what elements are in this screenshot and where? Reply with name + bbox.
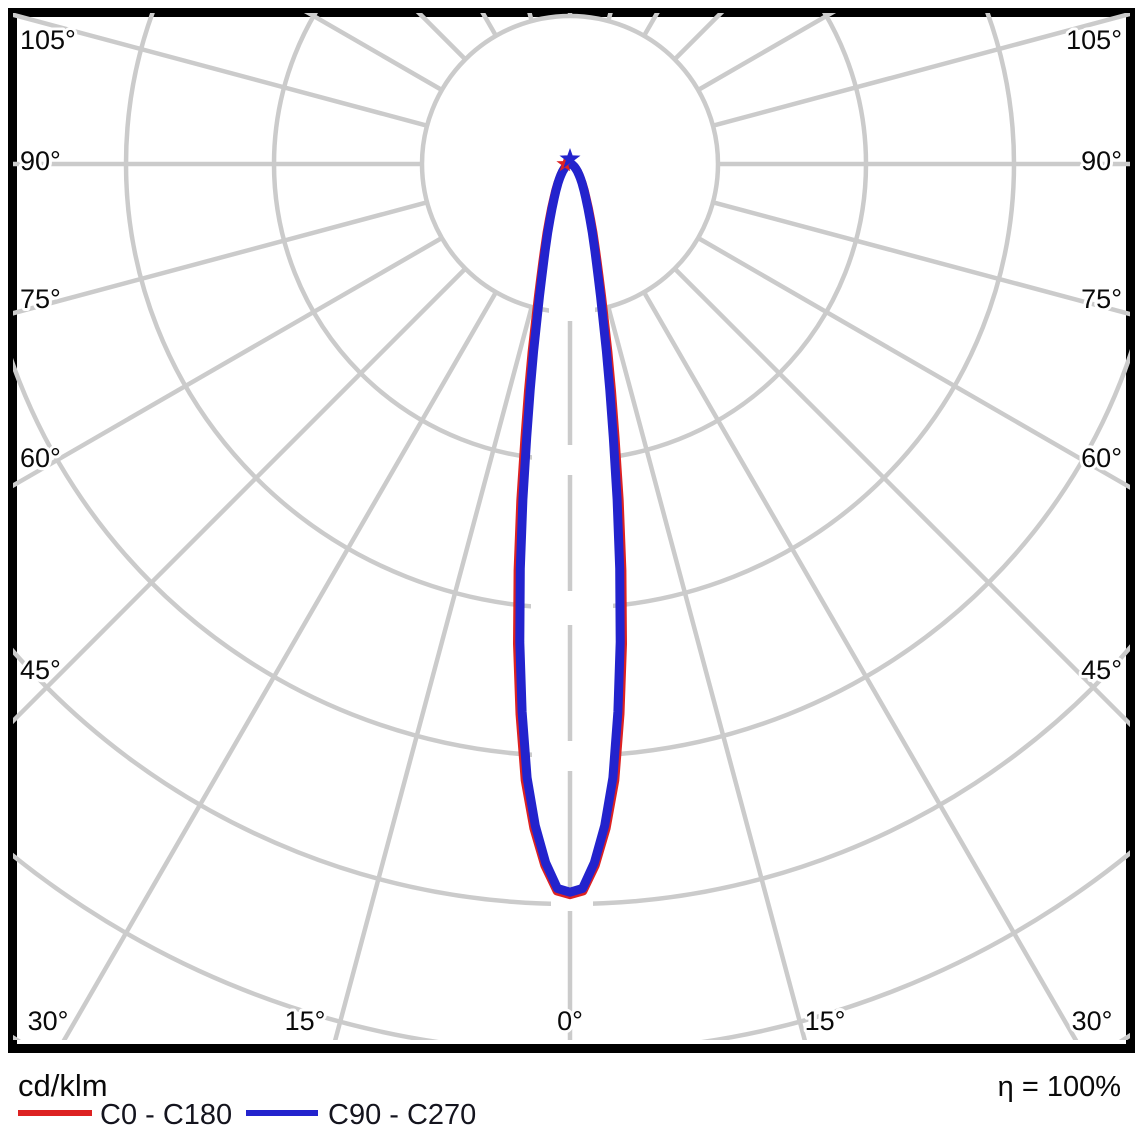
angle-label-bottom: 15° — [285, 1006, 326, 1036]
legend-c90-label: C90 - C270 — [328, 1099, 476, 1131]
axis-label-patch — [551, 897, 593, 911]
radial-line — [673, 267, 1130, 728]
angle-label-left: 60° — [20, 443, 61, 473]
efficiency-label: η = 100% — [998, 1071, 1121, 1103]
radial-line — [13, 13, 428, 128]
radial-line — [642, 291, 1079, 1040]
peak-marker-c90 — [559, 148, 581, 168]
angle-label-bottom: 30° — [1072, 1006, 1113, 1036]
angle-label-bottom: 0° — [557, 1006, 583, 1036]
axis-label-patch — [532, 741, 612, 771]
radial-line — [712, 13, 1130, 128]
angle-label-bottom: 30° — [28, 1006, 69, 1036]
angle-label-right: 90° — [1081, 146, 1122, 176]
angle-label-right: 45° — [1081, 655, 1122, 685]
axis-label-patch — [531, 591, 613, 625]
angle-labels: 105° 105° 90° 90° 75° 75° 60° 60° 45° 45° 30° 15° 0°… — [17, 22, 1125, 1039]
intensity-curves — [513, 159, 627, 900]
angle-label-right: 75° — [1081, 284, 1122, 314]
axis-label-patch — [532, 445, 612, 475]
radial-line — [61, 291, 498, 1040]
radial-line — [712, 200, 1130, 317]
angle-label-right: 60° — [1081, 443, 1122, 473]
angle-label-left: 105° — [20, 25, 76, 55]
radial-line — [13, 267, 467, 725]
radial-line — [697, 236, 1130, 490]
radial-line — [13, 200, 428, 316]
curve-c90-c270 — [515, 159, 625, 897]
unit-label: cd/klm — [18, 1068, 108, 1103]
radial-line — [13, 236, 443, 489]
angle-label-right: 105° — [1066, 25, 1122, 55]
angle-label-left: 75° — [20, 284, 61, 314]
radial-line — [606, 306, 808, 1040]
legend-c0-label: C0 - C180 — [100, 1099, 232, 1131]
angle-label-left: 90° — [20, 146, 61, 176]
angle-label-bottom: 15° — [805, 1006, 846, 1036]
peak-marker — [556, 148, 581, 172]
axis-label-patch — [549, 303, 595, 321]
angle-label-left: 45° — [20, 655, 61, 685]
radial-line — [332, 306, 534, 1040]
